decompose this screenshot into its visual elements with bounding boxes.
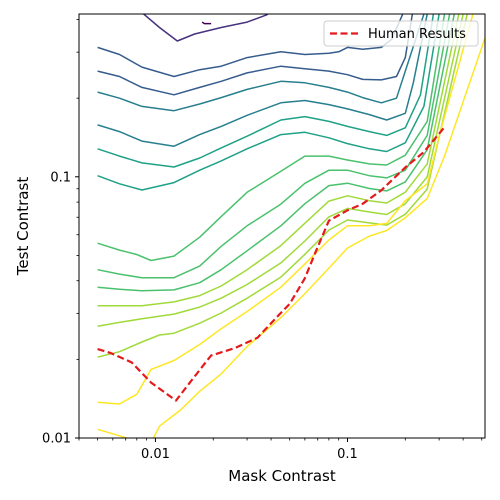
- legend-box: [323, 20, 479, 47]
- x-tick-label: 0.1: [337, 447, 358, 462]
- contour-line-13: [97, 14, 464, 327]
- contour-line-1: [201, 21, 212, 25]
- contour-line-5: [97, 14, 425, 112]
- y-axis-label: Test Contrast: [14, 177, 32, 277]
- series-line-human-results: [97, 126, 446, 402]
- y-tick-label: 0.01: [42, 432, 71, 447]
- legend-label-human-results: Human Results: [368, 27, 466, 42]
- y-tick-label: 0.1: [50, 170, 71, 185]
- contour-line-6: [97, 14, 428, 147]
- tick-layer: 0.01 0.1 0.01 0.1: [42, 19, 483, 462]
- contour-line-15: [97, 14, 474, 405]
- contour-line-8: [97, 14, 440, 191]
- contour-layer: [97, 14, 485, 438]
- contour-line-4: [97, 14, 414, 96]
- contour-line-7: [97, 14, 435, 168]
- contour-line-11: [97, 14, 456, 292]
- contour-line-12: [97, 14, 460, 307]
- contour-line-16: [97, 37, 485, 438]
- series-layer: [97, 126, 446, 402]
- contour-line-9: [97, 14, 446, 262]
- contour-line-14: [97, 14, 468, 358]
- contour-line-10: [97, 14, 451, 279]
- plot-background: [79, 14, 485, 438]
- legend: Human Results: [323, 20, 479, 47]
- x-tick-label: 0.01: [141, 447, 170, 462]
- plot-frame: [78, 13, 486, 439]
- contour-line-3: [97, 14, 404, 78]
- x-axis-label: Mask Contrast: [228, 467, 336, 485]
- contour-line-2: [142, 14, 270, 42]
